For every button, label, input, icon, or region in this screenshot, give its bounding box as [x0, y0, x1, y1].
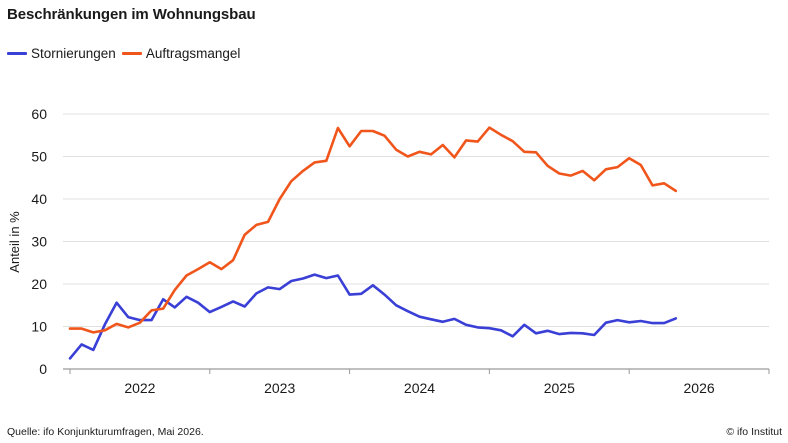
source-note: Quelle: ifo Konjunkturumfragen, Mai 2026…: [7, 426, 204, 438]
x-tick-label-2025: 2025: [544, 380, 575, 396]
legend-swatch-auftragsmangel: [121, 52, 142, 55]
y-tick-labels: 0 10 20 30 40 50 60: [31, 106, 47, 377]
y-tick-label-10: 10: [31, 319, 47, 335]
y-tick-label-50: 50: [31, 149, 47, 165]
series-line-stornierungen: [68, 273, 678, 360]
series-line-auftragsmangel: [68, 126, 678, 334]
y-tick-label-0: 0: [39, 361, 47, 377]
y-tick-label-60: 60: [31, 106, 47, 122]
series-lines: [68, 126, 678, 360]
chart-legend: Stornierungen Auftragsmangel: [7, 46, 246, 61]
y-axis-label: Anteil in %: [7, 211, 22, 273]
x-tick-label-2022: 2022: [124, 380, 155, 396]
legend-label-auftragsmangel: Auftragsmangel: [145, 46, 241, 61]
legend-label-stornierungen: Stornierungen: [31, 46, 116, 61]
x-tick-label-2023: 2023: [264, 380, 295, 396]
legend-item-stornierungen: Stornierungen: [7, 46, 116, 61]
x-tick-label-2026: 2026: [684, 380, 715, 396]
y-tick-label-30: 30: [31, 234, 47, 250]
x-tick-label-2024: 2024: [404, 380, 435, 396]
legend-item-auftragsmangel: Auftragsmangel: [121, 46, 241, 61]
legend-swatch-stornierungen: [7, 52, 27, 55]
grid-lines: [63, 113, 769, 370]
y-tick-label-40: 40: [31, 191, 47, 207]
x-tick-labels: 2022 2023 2024 2025 2026: [69, 369, 770, 396]
chart-title: Beschränkungen im Wohnungsbau: [7, 6, 256, 23]
y-tick-label-20: 20: [31, 276, 47, 292]
copyright-note: © ifo Institut: [726, 426, 782, 438]
